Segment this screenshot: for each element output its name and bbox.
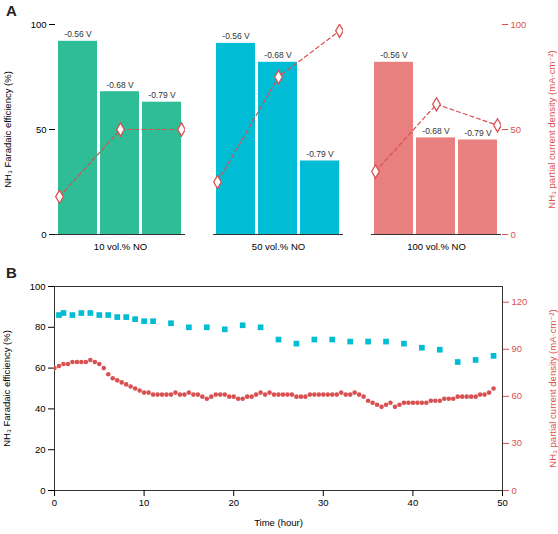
svg-text:-0.68 V: -0.68 V bbox=[264, 50, 292, 60]
svg-text:0: 0 bbox=[40, 485, 45, 496]
svg-text:-0.68 V: -0.68 V bbox=[422, 126, 450, 136]
svg-text:50: 50 bbox=[511, 124, 522, 135]
svg-text:60: 60 bbox=[512, 390, 523, 401]
svg-text:-0.79 V: -0.79 V bbox=[464, 128, 492, 138]
svg-text:50: 50 bbox=[36, 124, 47, 135]
svg-text:120: 120 bbox=[512, 296, 528, 307]
svg-text:50 vol.% NO: 50 vol.% NO bbox=[252, 241, 305, 252]
svg-text:-0.56 V: -0.56 V bbox=[222, 31, 250, 41]
svg-text:40: 40 bbox=[408, 497, 419, 508]
svg-text:40: 40 bbox=[35, 403, 46, 414]
svg-text:30: 30 bbox=[318, 497, 329, 508]
svg-text:NH₃ Faradaic efficiency (%): NH₃ Faradaic efficiency (%) bbox=[2, 71, 13, 188]
svg-text:NH₃ partial current density (m: NH₃ partial current density (mA·cm⁻²) bbox=[546, 50, 557, 208]
svg-text:0: 0 bbox=[52, 497, 57, 508]
svg-text:100 vol.% NO: 100 vol.% NO bbox=[407, 241, 466, 252]
html-text:A: A bbox=[6, 2, 17, 19]
svg-text:30: 30 bbox=[512, 437, 523, 448]
svg-text:0: 0 bbox=[512, 485, 517, 496]
svg-text:10 vol.% NO: 10 vol.% NO bbox=[94, 241, 147, 252]
svg-text:90: 90 bbox=[512, 343, 523, 354]
svg-text:-0.68 V: -0.68 V bbox=[106, 80, 134, 90]
svg-text:NH₃ Faradaic efficiency (%): NH₃ Faradaic efficiency (%) bbox=[1, 330, 12, 447]
svg-text:100: 100 bbox=[31, 19, 47, 30]
html-text:B: B bbox=[6, 264, 17, 281]
svg-text:0: 0 bbox=[41, 229, 46, 240]
svg-text:-0.79 V: -0.79 V bbox=[148, 90, 176, 100]
svg-text:60: 60 bbox=[35, 362, 46, 373]
svg-text:80: 80 bbox=[35, 321, 46, 332]
svg-text:50: 50 bbox=[497, 497, 508, 508]
svg-text:-0.56 V: -0.56 V bbox=[380, 50, 408, 60]
svg-text:-0.56 V: -0.56 V bbox=[64, 29, 92, 39]
svg-text:20: 20 bbox=[228, 497, 239, 508]
svg-text:20: 20 bbox=[35, 444, 46, 455]
svg-text:100: 100 bbox=[30, 281, 46, 292]
svg-text:-0.79 V: -0.79 V bbox=[306, 149, 334, 159]
svg-text:Time (hour): Time (hour) bbox=[254, 517, 303, 528]
svg-text:0: 0 bbox=[511, 229, 516, 240]
svg-text:NH₃ partial current density (m: NH₃ partial current density (mA·cm⁻²) bbox=[547, 309, 558, 467]
svg-text:10: 10 bbox=[139, 497, 150, 508]
svg-text:100: 100 bbox=[511, 19, 527, 30]
